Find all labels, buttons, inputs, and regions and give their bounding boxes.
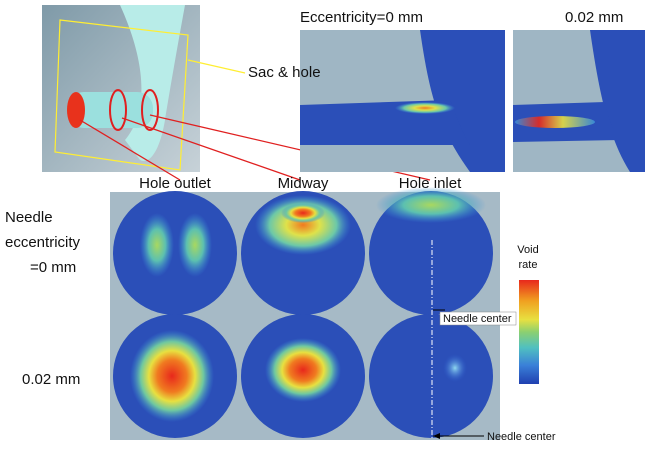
row-label: 0.02 mm	[22, 371, 80, 388]
callout-label: Needle center	[487, 431, 556, 443]
colorbar-title: rate	[519, 259, 538, 271]
figure: 1.00.50 Eccentricity=0 mm 0.02 mm Sac & …	[0, 0, 649, 448]
colorbar-title: Void	[517, 244, 538, 256]
column-header: Hole outlet	[139, 175, 212, 192]
row-label: =0 mm	[30, 259, 76, 276]
column-header: Midway	[278, 175, 329, 192]
label: Eccentricity=0 mm	[300, 9, 423, 26]
label: 0.02 mm	[565, 9, 623, 26]
colorbar: Void rate	[517, 244, 539, 384]
row-label: Needle	[5, 209, 53, 226]
label: Sac & hole	[248, 64, 321, 81]
nozzle-render	[42, 5, 200, 172]
row-label: eccentricity	[5, 234, 81, 251]
section-image	[300, 30, 645, 172]
callout-label: Needle center	[443, 313, 512, 325]
